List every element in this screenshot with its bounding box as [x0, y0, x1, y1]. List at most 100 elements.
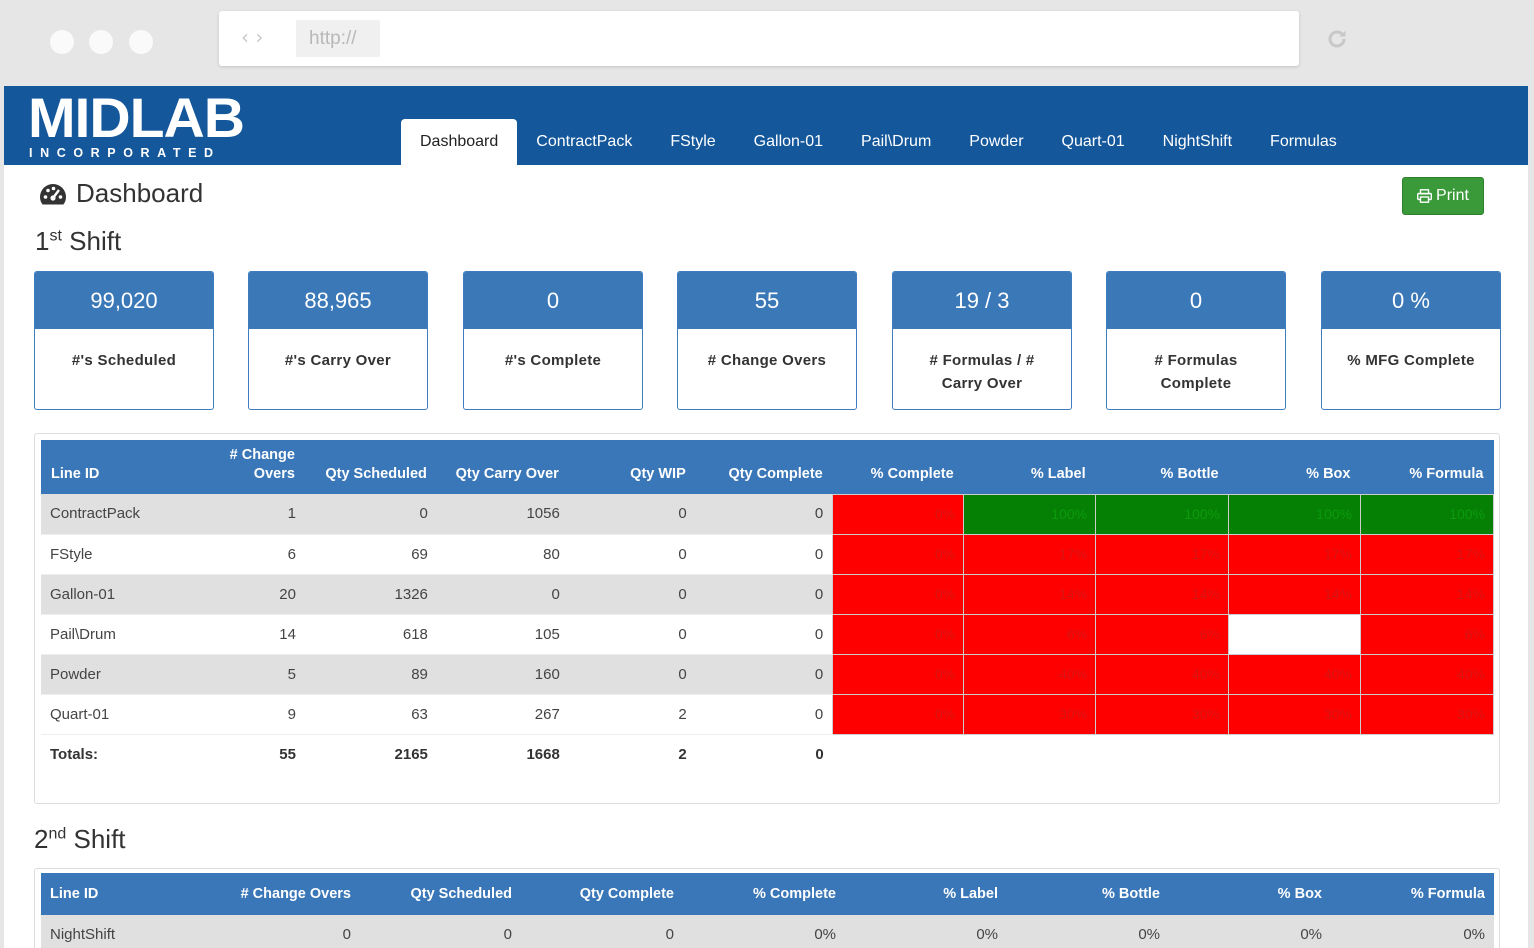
shift-1-table: Line ID # Change Overs Qty Scheduled Qty…	[41, 440, 1495, 774]
page-header: Dashboard	[38, 178, 203, 209]
tab-formulas[interactable]: Formulas	[1270, 133, 1337, 150]
table-row: ContractPack 1 0 1056 0 0 0% 100% 100% 1…	[41, 493, 1495, 535]
window-maximize-dot[interactable]	[129, 30, 153, 54]
col-header[interactable]: % Formula	[1331, 873, 1494, 915]
cell: 0	[304, 494, 437, 535]
col-header[interactable]: % Formula	[1360, 440, 1494, 494]
cell-line-id: Powder	[41, 654, 207, 695]
cell: 618	[304, 614, 437, 655]
col-header[interactable]: % Bottle	[1007, 873, 1169, 915]
table-row: Gallon-01 20 1326 0 0 0 0% 14% 14% 14% 1…	[41, 573, 1495, 615]
cell-percent: 0%	[832, 653, 965, 695]
col-header[interactable]: Qty Scheduled	[360, 873, 521, 915]
col-header[interactable]: % Complete	[832, 440, 964, 494]
totals-empty-cell	[833, 734, 1494, 774]
cell-percent: 30%	[1228, 693, 1361, 735]
cell: 105	[436, 614, 569, 655]
cell-percent: 6%	[1095, 613, 1230, 655]
stat-card-carry-over: 88,965 #'s Carry Over	[248, 271, 428, 410]
stat-card-complete: 0 #'s Complete	[463, 271, 643, 410]
tab-powder[interactable]: Powder	[969, 133, 1024, 150]
cell: 89	[304, 654, 437, 695]
tab-gallon-01[interactable]: Gallon-01	[753, 133, 824, 150]
col-header[interactable]: % Box	[1228, 440, 1361, 494]
cell-percent: 0%	[683, 915, 845, 948]
col-header[interactable]: Qty Scheduled	[304, 440, 437, 494]
shift-1-panel: Line ID # Change Overs Qty Scheduled Qty…	[34, 433, 1500, 804]
col-header[interactable]: % Complete	[683, 873, 845, 915]
tab-nightshift[interactable]: NightShift	[1162, 133, 1233, 150]
col-header[interactable]: % Label	[963, 440, 1096, 494]
col-header[interactable]: % Label	[845, 873, 1007, 915]
table-row: FStyle 6 69 80 0 0 0% 17% 17% 17% 17%	[41, 533, 1495, 575]
cell: 0	[695, 654, 833, 695]
col-header[interactable]: # Change Overs	[206, 440, 305, 494]
col-header[interactable]: Qty Complete	[695, 440, 833, 494]
total-qty-complete: 0	[815, 745, 824, 763]
cell: 0	[521, 915, 683, 948]
tab-dashboard[interactable]: Dashboard	[401, 119, 518, 165]
back-forward-icon[interactable]: ‹ ›	[241, 25, 264, 49]
stat-label: #'s Complete	[504, 352, 602, 369]
stat-label: % MFG Complete	[1347, 352, 1475, 369]
cell-percent: 30%	[963, 693, 1097, 735]
col-header[interactable]: Qty Carry Over	[436, 440, 569, 494]
tab-fstyle[interactable]: FStyle	[670, 133, 716, 150]
cell-percent: 0%	[832, 693, 965, 735]
cell: 267	[436, 694, 569, 735]
cell-percent: 0%	[832, 533, 965, 575]
cell: 0	[695, 694, 833, 735]
col-header[interactable]: % Box	[1169, 873, 1331, 915]
print-label: Print	[1436, 187, 1469, 204]
window-close-dot[interactable]	[50, 30, 74, 54]
stat-value: 0	[1107, 272, 1285, 329]
cell-percent: 0%	[832, 613, 965, 655]
address-bar[interactable]: ‹ › http://	[219, 11, 1299, 66]
print-button[interactable]: Print	[1402, 177, 1484, 215]
stat-label: # Change Overs	[707, 352, 827, 369]
cell: 9	[206, 694, 305, 735]
cell-percent: 40%	[1095, 653, 1230, 695]
cell-percent: 17%	[963, 533, 1097, 575]
tab-contractpack[interactable]: ContractPack	[536, 133, 633, 150]
tab-pail-drum[interactable]: Pail\Drum	[861, 133, 932, 150]
top-nav-bar: MIDLAB INCORPORATED Dashboard ContractPa…	[4, 86, 1528, 165]
tab-quart-01[interactable]: Quart-01	[1061, 133, 1125, 150]
reload-icon[interactable]	[1325, 27, 1349, 51]
col-header[interactable]: Qty Complete	[521, 873, 683, 915]
stat-card-formulas-complete: 0 # Formulas Complete	[1106, 271, 1286, 410]
printer-icon	[1417, 189, 1433, 203]
col-header[interactable]: % Bottle	[1095, 440, 1229, 494]
stat-label: # Formulas Complete	[1154, 352, 1238, 392]
shift-2-table: Line ID # Change Overs Qty Scheduled Qty…	[41, 873, 1494, 948]
cell-percent: 0%	[832, 493, 965, 535]
cell-percent: 17%	[1359, 533, 1495, 575]
col-header[interactable]: Line ID	[41, 440, 207, 494]
cell: 5	[206, 654, 305, 695]
stat-label: # Formulas / # Carry Over	[929, 352, 1035, 392]
cell: 160	[436, 654, 569, 695]
table-row: NightShift 0 0 0 0% 0% 0% 0% 0%	[41, 915, 1494, 948]
cell-percent: 40%	[963, 653, 1097, 695]
page-title: Dashboard	[76, 178, 204, 208]
cell-line-id: Quart-01	[41, 694, 207, 735]
cell-percent: 0%	[1007, 915, 1169, 948]
cell: 20	[206, 574, 305, 615]
cell-percent: 100%	[963, 493, 1097, 535]
window-minimize-dot[interactable]	[89, 30, 113, 54]
url-input[interactable]: http://	[296, 20, 380, 57]
cell-percent: 6%	[963, 613, 1097, 655]
shift-1-suffix: st	[49, 227, 62, 245]
col-header[interactable]: Line ID	[41, 873, 207, 915]
cell-percent	[1228, 613, 1361, 655]
cell: 0	[568, 494, 696, 535]
cell: 0	[207, 915, 360, 948]
midlab-logo[interactable]: MIDLAB INCORPORATED	[28, 90, 245, 161]
stat-label: #'s Carry Over	[284, 352, 392, 369]
col-header[interactable]: Qty WIP	[568, 440, 696, 494]
stat-card-scheduled: 99,020 #'s Scheduled	[34, 271, 214, 410]
col-header[interactable]: # Change Overs	[207, 873, 360, 915]
total-qty-scheduled: 2165	[394, 745, 428, 763]
cell: 0	[436, 574, 569, 615]
cell: 1056	[436, 494, 569, 535]
